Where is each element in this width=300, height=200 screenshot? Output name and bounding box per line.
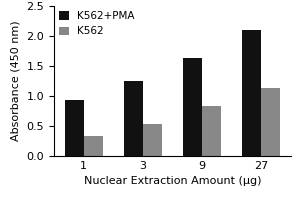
Legend: K562+PMA, K562: K562+PMA, K562 xyxy=(57,9,136,38)
Bar xyxy=(183,58,202,156)
Bar xyxy=(242,30,261,156)
Bar xyxy=(65,100,84,156)
Bar xyxy=(202,106,221,156)
X-axis label: Nuclear Extraction Amount (μg): Nuclear Extraction Amount (μg) xyxy=(84,176,261,186)
Bar xyxy=(143,124,162,156)
Bar xyxy=(84,136,103,156)
Bar xyxy=(124,81,143,156)
Bar xyxy=(261,88,280,156)
Y-axis label: Absorbance (450 nm): Absorbance (450 nm) xyxy=(11,21,21,141)
